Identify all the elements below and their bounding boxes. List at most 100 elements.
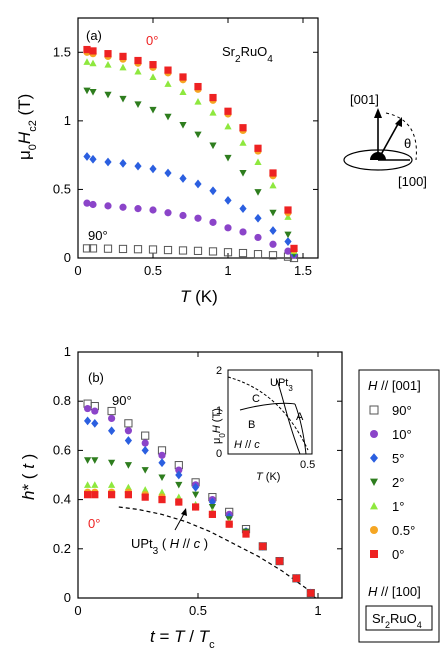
legend-material: Sr2RuO4 bbox=[372, 611, 422, 630]
panel-b: 0 0.5 1 0 0.2 0.4 0.6 0.8 1 (b) 90° 0° UPt3 ( H … bbox=[19, 344, 343, 651]
ytick-label: 0 bbox=[64, 590, 71, 605]
data-point bbox=[158, 451, 166, 459]
data-point bbox=[179, 88, 187, 96]
data-point bbox=[254, 189, 262, 196]
data-point bbox=[208, 497, 216, 507]
data-point bbox=[84, 404, 92, 413]
angle-wedge bbox=[370, 152, 386, 160]
inset-c-boundary bbox=[276, 379, 301, 455]
inset-material: UPt3 bbox=[270, 377, 293, 393]
data-point bbox=[149, 206, 157, 214]
legend-marker bbox=[370, 502, 378, 510]
inset-ab-boundary bbox=[239, 402, 296, 411]
inset-dashed-boundary bbox=[227, 376, 309, 451]
panel-a-frame bbox=[77, 17, 319, 259]
xtick-label: 0.5 bbox=[189, 603, 207, 618]
data-point bbox=[284, 247, 292, 255]
data-point bbox=[284, 231, 292, 239]
data-point bbox=[84, 457, 92, 464]
data-point bbox=[208, 503, 216, 511]
data-point bbox=[91, 407, 99, 415]
data-point bbox=[192, 503, 200, 511]
data-point bbox=[103, 244, 113, 253]
panel-b-frame bbox=[77, 351, 343, 599]
data-point bbox=[84, 416, 92, 426]
data-point bbox=[259, 542, 267, 550]
data-point bbox=[141, 486, 149, 493]
inset-ytick-2: 2 bbox=[216, 365, 222, 377]
data-point bbox=[104, 157, 112, 167]
data-point bbox=[119, 158, 127, 168]
ytick-label: 0.6 bbox=[53, 442, 71, 457]
data-point bbox=[89, 47, 97, 55]
data-point bbox=[179, 121, 187, 129]
ytick-label: 0.8 bbox=[53, 393, 71, 408]
ytick-label: 0.4 bbox=[53, 492, 71, 507]
panel-a-label: (a) bbox=[86, 28, 102, 43]
data-point bbox=[284, 213, 292, 220]
data-point bbox=[238, 248, 248, 258]
legend-marker bbox=[370, 478, 378, 486]
data-point bbox=[82, 244, 92, 253]
legend: H // [001] 90° 10° 5° 2° 1° 0.5° 0° H // [100]… bbox=[358, 369, 440, 643]
data-point bbox=[192, 491, 200, 499]
data-point bbox=[108, 481, 116, 488]
data-point bbox=[108, 414, 116, 423]
panel-a-top-annotation: 0° bbox=[146, 33, 158, 48]
data-point bbox=[224, 122, 232, 130]
data-point bbox=[134, 56, 142, 65]
data-point bbox=[175, 481, 183, 489]
inset-xtick-05: 0.5 bbox=[300, 459, 315, 471]
data-point bbox=[239, 169, 247, 177]
inset-direction: H // c bbox=[234, 439, 260, 451]
data-point bbox=[119, 63, 127, 71]
data-point bbox=[276, 557, 284, 565]
data-point bbox=[163, 245, 173, 255]
data-point bbox=[209, 109, 217, 116]
inset-phase-b: B bbox=[248, 419, 255, 431]
xtick-label: 0 bbox=[74, 263, 81, 278]
data-point bbox=[164, 209, 172, 217]
data-point bbox=[209, 186, 217, 196]
data-point bbox=[269, 169, 277, 177]
data-point bbox=[149, 164, 157, 174]
curve-pointer-head bbox=[181, 508, 187, 516]
data-point bbox=[175, 470, 183, 480]
data-point bbox=[158, 474, 166, 482]
data-point bbox=[89, 154, 97, 164]
ytick-label: 1 bbox=[64, 344, 71, 359]
data-point bbox=[194, 131, 202, 139]
data-point bbox=[224, 107, 232, 115]
legend-entry: 1° bbox=[392, 499, 404, 514]
data-point bbox=[107, 406, 116, 416]
data-point bbox=[239, 139, 247, 146]
data-point bbox=[209, 218, 217, 226]
data-point bbox=[124, 462, 132, 469]
theta-label: θ bbox=[404, 136, 411, 151]
data-point bbox=[104, 61, 112, 68]
data-point bbox=[84, 491, 92, 499]
data-point bbox=[178, 246, 188, 255]
data-point bbox=[239, 204, 247, 214]
data-point bbox=[194, 82, 202, 91]
data-point bbox=[134, 161, 142, 171]
data-point bbox=[83, 87, 91, 95]
data-point bbox=[290, 244, 298, 252]
panel-b-xlabel: t = T / Tc bbox=[150, 627, 215, 651]
data-point bbox=[118, 244, 128, 254]
data-point bbox=[83, 45, 91, 54]
data-point bbox=[254, 158, 262, 165]
ytick-label: 1.5 bbox=[53, 44, 71, 59]
data-point bbox=[89, 59, 97, 67]
data-point bbox=[83, 199, 91, 207]
data-point bbox=[141, 493, 149, 501]
data-point bbox=[224, 154, 232, 162]
data-point bbox=[119, 203, 127, 211]
inset-xlabel: T (K) bbox=[256, 471, 280, 483]
inset-phase-a: A bbox=[296, 411, 304, 423]
data-point bbox=[239, 124, 247, 132]
data-point bbox=[91, 481, 99, 488]
legend-marker bbox=[369, 405, 379, 415]
legend-marker bbox=[370, 526, 378, 534]
